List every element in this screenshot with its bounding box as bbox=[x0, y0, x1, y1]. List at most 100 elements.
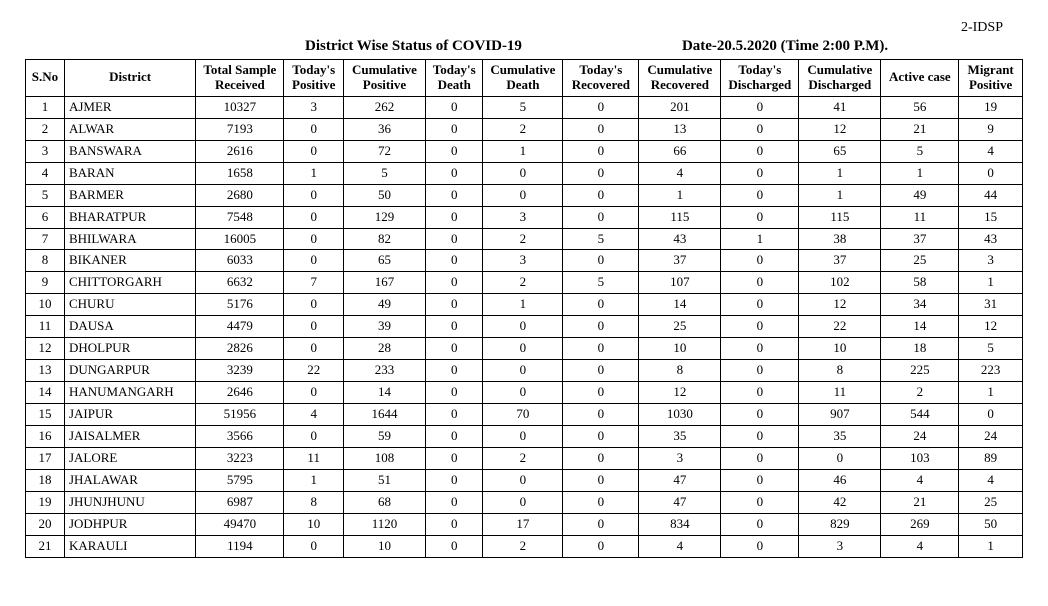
table-cell: 0 bbox=[563, 425, 639, 447]
table-cell: 1 bbox=[799, 162, 881, 184]
table-cell: BIKANER bbox=[64, 250, 195, 272]
page-title: District Wise Status of COVID-19 bbox=[305, 38, 522, 55]
table-row: 17JALORE32231110802030010389 bbox=[26, 447, 1023, 469]
table-cell: 2 bbox=[483, 118, 563, 140]
table-cell: 10327 bbox=[196, 96, 284, 118]
col-today-pos: Today's Positive bbox=[284, 60, 343, 97]
table-cell: 20 bbox=[26, 513, 65, 535]
table-cell: 0 bbox=[425, 140, 482, 162]
table-cell: 9 bbox=[959, 118, 1023, 140]
table-cell: 10 bbox=[343, 535, 425, 557]
table-cell: 0 bbox=[563, 360, 639, 382]
table-cell: 2 bbox=[483, 447, 563, 469]
table-cell: 0 bbox=[721, 382, 799, 404]
table-row: 7BHILWARA16005082025431383743 bbox=[26, 228, 1023, 250]
table-cell: 82 bbox=[343, 228, 425, 250]
table-cell: 0 bbox=[425, 206, 482, 228]
table-cell: 0 bbox=[284, 382, 343, 404]
table-cell: 115 bbox=[799, 206, 881, 228]
table-cell: 4 bbox=[881, 535, 959, 557]
table-cell: 18 bbox=[881, 338, 959, 360]
table-cell: 4479 bbox=[196, 316, 284, 338]
table-cell: 5176 bbox=[196, 294, 284, 316]
table-row: 15JAIPUR51956416440700103009075440 bbox=[26, 404, 1023, 426]
table-cell: 1 bbox=[959, 272, 1023, 294]
table-cell: 0 bbox=[563, 250, 639, 272]
table-row: 19JHUNJHUNU6987868000470422125 bbox=[26, 491, 1023, 513]
table-cell: 201 bbox=[639, 96, 721, 118]
table-cell: JHALAWAR bbox=[64, 469, 195, 491]
table-row: 9CHITTORGARH663271670251070102581 bbox=[26, 272, 1023, 294]
table-cell: 115 bbox=[639, 206, 721, 228]
table-cell: 28 bbox=[343, 338, 425, 360]
table-cell: 1 bbox=[639, 184, 721, 206]
table-cell: 3 bbox=[799, 535, 881, 557]
table-cell: 3 bbox=[959, 250, 1023, 272]
covid-district-table: S.No District Total Sample Received Toda… bbox=[25, 59, 1023, 558]
table-cell: 0 bbox=[721, 96, 799, 118]
table-cell: 72 bbox=[343, 140, 425, 162]
table-cell: 0 bbox=[959, 404, 1023, 426]
col-cum-pos: Cumulative Positive bbox=[343, 60, 425, 97]
table-cell: 1 bbox=[284, 469, 343, 491]
table-cell: 39 bbox=[343, 316, 425, 338]
table-cell: 0 bbox=[425, 316, 482, 338]
table-cell: 49 bbox=[881, 184, 959, 206]
col-today-dis: Today's Discharged bbox=[721, 60, 799, 97]
table-cell: 24 bbox=[881, 425, 959, 447]
table-cell: 0 bbox=[425, 250, 482, 272]
table-cell: 1 bbox=[284, 162, 343, 184]
col-sno: S.No bbox=[26, 60, 65, 97]
table-cell: 0 bbox=[563, 140, 639, 162]
table-row: 1AJMER1032732620502010415619 bbox=[26, 96, 1023, 118]
table-cell: 12 bbox=[799, 294, 881, 316]
table-cell: 25 bbox=[639, 316, 721, 338]
table-cell: 22 bbox=[284, 360, 343, 382]
table-row: 13DUNGARPUR323922233000808225223 bbox=[26, 360, 1023, 382]
table-cell: 1 bbox=[26, 96, 65, 118]
table-cell: 18 bbox=[26, 469, 65, 491]
table-cell: 56 bbox=[881, 96, 959, 118]
table-cell: 0 bbox=[483, 162, 563, 184]
table-cell: 107 bbox=[639, 272, 721, 294]
table-cell: 43 bbox=[959, 228, 1023, 250]
col-cum-rec: Cumulative Recovered bbox=[639, 60, 721, 97]
table-cell: 5 bbox=[26, 184, 65, 206]
table-cell: 12 bbox=[959, 316, 1023, 338]
table-cell: 4 bbox=[959, 140, 1023, 162]
table-cell: 19 bbox=[959, 96, 1023, 118]
table-cell: 0 bbox=[721, 316, 799, 338]
table-cell: 10 bbox=[284, 513, 343, 535]
table-cell: 1 bbox=[881, 162, 959, 184]
table-cell: BARMER bbox=[64, 184, 195, 206]
table-cell: 262 bbox=[343, 96, 425, 118]
table-cell: 3 bbox=[483, 206, 563, 228]
table-row: 21KARAULI119401002040341 bbox=[26, 535, 1023, 557]
table-cell: 0 bbox=[425, 118, 482, 140]
table-cell: 14 bbox=[343, 382, 425, 404]
table-cell: 0 bbox=[721, 140, 799, 162]
table-cell: 0 bbox=[284, 228, 343, 250]
table-cell: 0 bbox=[563, 382, 639, 404]
table-cell: DAUSA bbox=[64, 316, 195, 338]
table-cell: 41 bbox=[799, 96, 881, 118]
table-cell: 0 bbox=[563, 294, 639, 316]
table-cell: 0 bbox=[425, 469, 482, 491]
col-today-rec: Today's Recovered bbox=[563, 60, 639, 97]
table-cell: 2826 bbox=[196, 338, 284, 360]
table-cell: 1 bbox=[959, 382, 1023, 404]
table-cell: 3239 bbox=[196, 360, 284, 382]
table-cell: 233 bbox=[343, 360, 425, 382]
table-cell: 0 bbox=[425, 272, 482, 294]
table-cell: 22 bbox=[799, 316, 881, 338]
table-cell: 3566 bbox=[196, 425, 284, 447]
table-cell: CHURU bbox=[64, 294, 195, 316]
table-cell: 1 bbox=[799, 184, 881, 206]
table-cell: 10 bbox=[639, 338, 721, 360]
table-cell: 59 bbox=[343, 425, 425, 447]
table-cell: 1 bbox=[483, 140, 563, 162]
table-cell: 0 bbox=[284, 338, 343, 360]
table-cell: 12 bbox=[26, 338, 65, 360]
col-today-dth: Today's Death bbox=[425, 60, 482, 97]
table-cell: 51 bbox=[343, 469, 425, 491]
